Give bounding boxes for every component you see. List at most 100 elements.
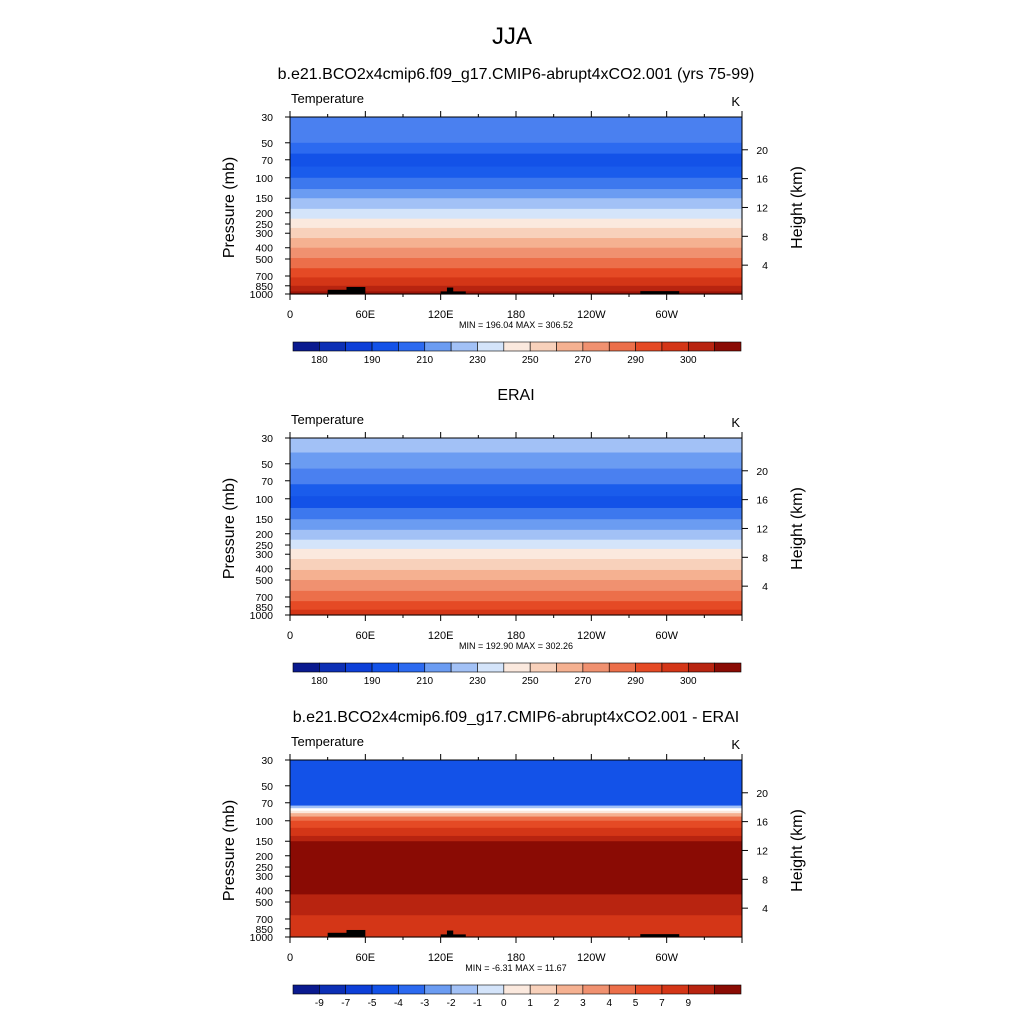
y-tick-label: 30 [261, 433, 273, 445]
panels: b.e21.BCO2x4cmip6.f09_g17.CMIP6-abrupt4x… [221, 66, 806, 1009]
colorbar-label: 190 [364, 676, 381, 687]
x-tick-label: 180 [507, 309, 525, 321]
colorbar: 180 190 210 230 250 270 290 300 [292, 662, 742, 687]
contour-band [290, 452, 742, 470]
y2-tick-label: 16 [756, 817, 768, 829]
x-tick-label: 0 [287, 952, 293, 964]
y2-tick-label: 8 [762, 231, 768, 243]
contour-band [290, 166, 742, 179]
y2-axis-title: Height (km) [789, 809, 806, 892]
terrain-mask [640, 291, 680, 294]
y-tick-label: 1000 [250, 289, 274, 301]
contour-band [290, 805, 742, 809]
panel-title: b.e21.BCO2x4cmip6.f09_g17.CMIP6-abrupt4x… [278, 66, 755, 83]
contour-band [290, 208, 742, 220]
contour-band [290, 291, 742, 295]
y-tick-label: 200 [255, 529, 273, 541]
x-tick-label: 180 [507, 952, 525, 964]
x-tick-label: 60E [356, 952, 376, 964]
y-tick-label: 200 [255, 208, 273, 220]
colorbar-label: -9 [315, 998, 324, 1009]
colorbar-swatch [477, 662, 505, 673]
colorbar-label: 1 [527, 998, 533, 1009]
x-tick-label: 120W [577, 952, 606, 964]
y-tick-label: 850 [255, 924, 273, 936]
x-tick-label: 0 [287, 309, 293, 321]
x-tick-label: 0 [287, 630, 293, 642]
x-tick-label: 120W [577, 630, 606, 642]
panel-title: b.e21.BCO2x4cmip6.f09_g17.CMIP6-abrupt4x… [293, 709, 739, 726]
y-tick-label: 70 [261, 476, 273, 488]
colorbar-swatch [424, 984, 452, 995]
panel-right-label: K [731, 94, 740, 109]
y-tick-label: 250 [255, 540, 273, 552]
panel-left-label: Temperature [291, 412, 364, 427]
y2-tick-label: 20 [756, 145, 768, 157]
contour-band [290, 153, 742, 168]
contour-band [290, 816, 742, 822]
y2-tick-label: 12 [756, 523, 768, 535]
y-tick-label: 700 [255, 592, 273, 604]
colorbar-swatch [714, 662, 742, 673]
colorbar-label: 5 [633, 998, 639, 1009]
x-tick-label: 120E [428, 309, 454, 321]
y2-axis-title: Height (km) [789, 487, 806, 570]
colorbar-label: 270 [575, 355, 592, 366]
colorbar-swatch [424, 662, 452, 673]
y2-tick-label: 12 [756, 202, 768, 214]
colorbar-swatch [608, 341, 636, 352]
panel-title: ERAI [497, 387, 534, 404]
colorbar-swatch [556, 984, 584, 995]
colorbar-swatch [556, 662, 584, 673]
colorbar-swatch [608, 662, 636, 673]
colorbar-swatch [477, 341, 505, 352]
plot-area [290, 438, 742, 616]
contour-band [290, 590, 742, 602]
y-axis-title: Pressure (mb) [221, 800, 238, 901]
y2-tick-label: 20 [756, 466, 768, 478]
y-axis-title: Pressure (mb) [221, 478, 238, 579]
y-tick-label: 200 [255, 851, 273, 863]
colorbar-swatch [529, 984, 557, 995]
colorbar-swatch [661, 984, 689, 995]
colorbar-label: 3 [580, 998, 586, 1009]
contour-band [290, 894, 742, 916]
contour-band [290, 760, 742, 807]
terrain-mask [346, 286, 366, 294]
colorbar-swatch [477, 984, 505, 995]
contour-band [290, 218, 742, 229]
y-tick-label: 300 [255, 228, 273, 240]
terrain-mask [446, 930, 454, 937]
stats-text: MIN = 196.04 MAX = 306.52 [459, 320, 573, 330]
contour-band [290, 177, 742, 190]
plot-area [290, 117, 742, 295]
contour-band [290, 189, 742, 199]
colorbar-label: 300 [680, 676, 697, 687]
contour-band [290, 810, 742, 814]
contour-band [290, 539, 742, 550]
y2-tick-label: 16 [756, 495, 768, 507]
colorbar-swatch [292, 341, 320, 352]
x-tick-label: 60E [356, 309, 376, 321]
y-tick-label: 300 [255, 549, 273, 561]
y-tick-label: 100 [255, 494, 273, 506]
colorbar-swatch [714, 341, 742, 352]
colorbar-swatch [345, 341, 373, 352]
colorbar-label: 0 [501, 998, 507, 1009]
contour-band [290, 438, 742, 454]
panel-left-label: Temperature [291, 734, 364, 749]
contour-band [290, 142, 742, 155]
colorbar-swatch [345, 984, 373, 995]
colorbar-swatch [398, 662, 426, 673]
x-tick-label: 120W [577, 309, 606, 321]
colorbar-swatch [450, 341, 478, 352]
contour-band [290, 117, 742, 144]
colorbar-label: 210 [416, 676, 433, 687]
terrain-mask [327, 289, 353, 294]
colorbar-swatch [371, 341, 399, 352]
x-tick-label: 120E [428, 952, 454, 964]
colorbar-swatch [398, 341, 426, 352]
colorbar-label: -7 [341, 998, 350, 1009]
colorbar-swatch [292, 984, 320, 995]
